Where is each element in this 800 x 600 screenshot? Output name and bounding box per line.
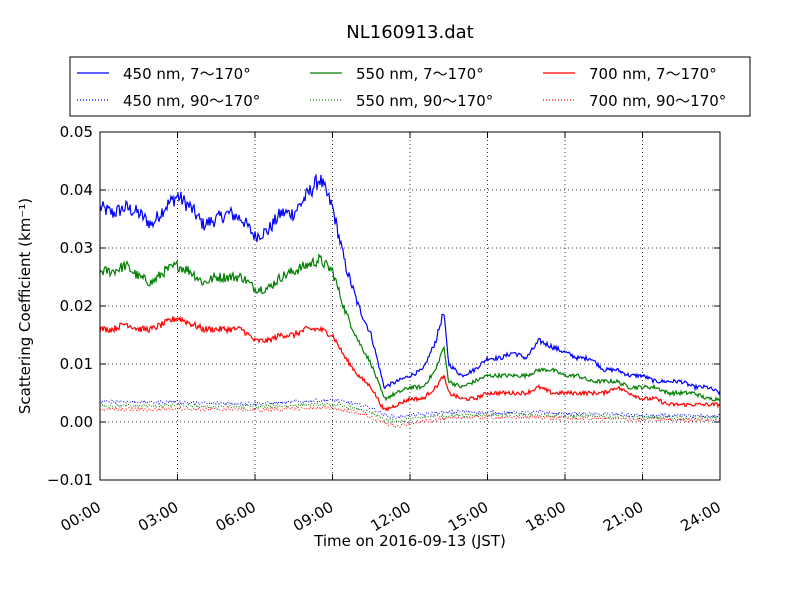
legend-label: 450 nm, 7～170°: [123, 65, 251, 83]
legend-label: 450 nm, 90～170°: [123, 92, 260, 110]
y-tick-label: 0.03: [60, 239, 93, 257]
grid: [100, 132, 720, 480]
y-tick-label: 0.00: [60, 413, 93, 431]
plot-series: [99, 173, 721, 429]
y-tick-label: 0.05: [60, 123, 93, 141]
series-line-1: [99, 173, 721, 396]
legend-box: [69, 56, 751, 117]
y-tick-label: −0.01: [47, 471, 93, 489]
series-line-5: [99, 401, 721, 424]
y-tick-label: 0.02: [60, 297, 93, 315]
legend-label: 550 nm, 7～170°: [356, 65, 484, 83]
legend: 450 nm, 7～170° 550 nm, 7～170° 700 nm, 7～17…: [69, 56, 751, 117]
series-line-2: [99, 253, 721, 402]
legend-label: 700 nm, 7～170°: [589, 65, 717, 83]
y-tick-label: 0.01: [60, 355, 93, 373]
chart-title: NL160913.dat: [346, 22, 473, 43]
legend-label: 700 nm, 90～170°: [589, 92, 726, 110]
legend-label: 550 nm, 90～170°: [356, 92, 493, 110]
y-axis-label: Scattering Coefficient (km⁻¹): [16, 198, 34, 414]
series-line-6: [99, 405, 721, 429]
x-axis-label: Time on 2016-09-13 (JST): [313, 532, 506, 550]
y-tick-label: 0.04: [60, 181, 93, 199]
series-line-3: [99, 315, 721, 412]
